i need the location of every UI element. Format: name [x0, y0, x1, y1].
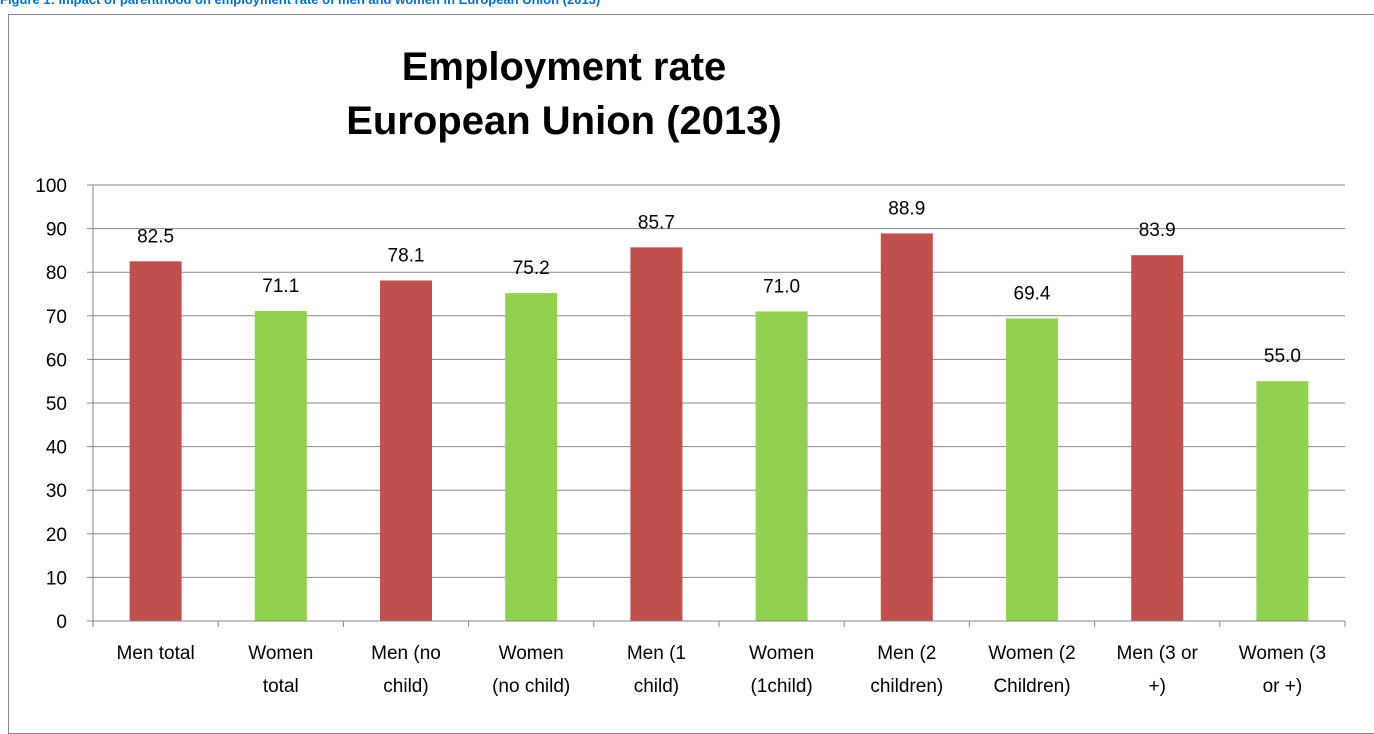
- data-label: 75.2: [513, 258, 550, 279]
- bar-men: [129, 261, 182, 621]
- y-tick-label: 20: [46, 525, 67, 546]
- chart-title-line-2: European Union (2013): [346, 99, 782, 143]
- data-label: 88.9: [888, 198, 925, 219]
- chart-frame: Employment rate European Union (2013) 0 10…: [8, 14, 1374, 734]
- bar-women: [755, 311, 808, 621]
- x-category-label: Children): [993, 676, 1070, 697]
- data-label: 71.0: [763, 276, 800, 297]
- y-tick-label: 50: [46, 394, 67, 415]
- x-category-label: Men (2: [877, 643, 936, 664]
- data-label: 55.0: [1264, 346, 1301, 367]
- y-tick-label: 100: [35, 176, 67, 197]
- y-tick-label: 10: [46, 568, 67, 589]
- x-category-label: +): [1148, 676, 1165, 697]
- figure-caption: Figure 1: Impact of parenthood on employ…: [0, 0, 1374, 9]
- bar-men: [380, 280, 432, 621]
- x-category-label: (1child): [750, 676, 812, 697]
- employment-rate-chart: Employment rate European Union (2013) 0 10…: [35, 45, 1346, 697]
- x-category-label: Men (no: [371, 643, 441, 664]
- y-tick-label: 0: [56, 612, 67, 633]
- y-tick-label: 80: [46, 263, 67, 284]
- x-category-label: Men total: [117, 643, 195, 664]
- x-category-label: child): [634, 676, 679, 697]
- bar-women: [254, 311, 307, 621]
- bar-women: [505, 293, 558, 621]
- y-tick-label: 40: [46, 438, 67, 459]
- data-label: 71.1: [262, 276, 299, 297]
- x-category-label: Men (3 or: [1117, 643, 1199, 664]
- y-axis: 0 10 20 30 40 50 60 70 80 90 100: [35, 176, 94, 633]
- bar-women: [1006, 318, 1058, 621]
- bar-men: [880, 233, 933, 621]
- y-tick-label: 70: [46, 307, 67, 328]
- y-tick-label: 90: [46, 220, 67, 241]
- bar-men: [630, 247, 683, 621]
- y-tick-label: 30: [46, 481, 67, 502]
- bar-men: [1131, 255, 1184, 622]
- x-category-label: Women: [749, 643, 814, 664]
- data-label: 78.1: [388, 245, 425, 266]
- x-category-label: Women: [499, 643, 564, 664]
- x-category-label: child): [383, 676, 428, 697]
- x-axis: Men total Women total Men (no child) Women (no…: [92, 620, 1346, 697]
- x-category-label: (no child): [492, 676, 570, 697]
- data-label: 82.5: [137, 226, 174, 247]
- x-category-label: Women: [248, 643, 313, 664]
- x-category-label: children): [870, 676, 943, 697]
- bars: 82.5 71.1 78.1 75.2 85.7 71.0 88.9 69.4 83.9 55.0: [129, 198, 1309, 622]
- data-label: 83.9: [1139, 220, 1176, 241]
- y-tick-label: 60: [46, 350, 67, 371]
- x-category-label: Women (3: [1239, 643, 1326, 664]
- x-category-label: or +): [1263, 676, 1303, 697]
- x-category-label: Women (2: [988, 643, 1075, 664]
- chart-title: Employment rate European Union (2013): [346, 45, 782, 143]
- x-category-label: Men (1: [627, 643, 686, 664]
- x-category-label: total: [263, 676, 299, 697]
- chart-title-line-1: Employment rate: [402, 45, 727, 89]
- bar-women: [1256, 381, 1309, 621]
- data-label: 85.7: [638, 212, 675, 233]
- data-label: 69.4: [1014, 283, 1051, 304]
